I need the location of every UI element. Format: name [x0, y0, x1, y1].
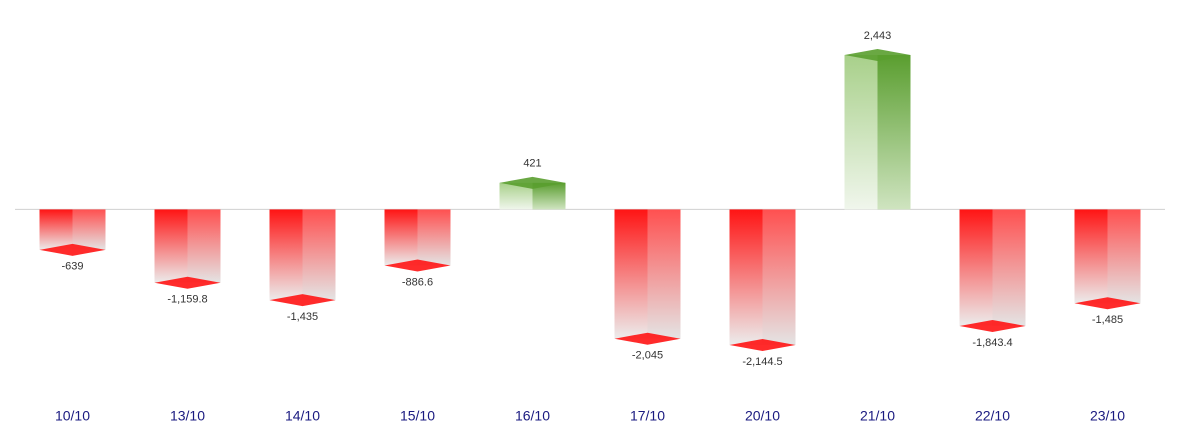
bar-right-face [992, 209, 1026, 326]
bar [39, 209, 106, 256]
bar-cap [39, 243, 106, 256]
value-label: -639 [61, 261, 83, 273]
x-tick-label: 23/10 [1090, 408, 1125, 424]
value-label: -2,045 [632, 350, 663, 362]
bar [959, 209, 1026, 332]
x-tick-label: 20/10 [745, 408, 780, 424]
bar [154, 209, 221, 289]
bar-cap [729, 339, 796, 351]
value-label: -2,144.5 [742, 356, 782, 368]
value-label: -1,843.4 [972, 337, 1012, 349]
bar-cap [384, 259, 451, 272]
bar-left-face [844, 55, 878, 210]
bar-cap [499, 176, 566, 189]
bar-left-face [959, 209, 993, 326]
x-tick-label: 17/10 [630, 408, 665, 424]
bar-left-face [1074, 209, 1108, 304]
bar [384, 209, 451, 272]
value-label: -1,485 [1092, 314, 1123, 326]
bar-left-face [154, 209, 188, 283]
x-tick-label: 16/10 [515, 408, 550, 424]
value-label: 421 [523, 158, 541, 170]
x-tick-label: 22/10 [975, 408, 1010, 424]
value-label: -1,159.8 [167, 294, 207, 306]
bar-cap [154, 276, 221, 289]
bar-left-face [614, 209, 648, 339]
bar-cap [844, 49, 911, 61]
bar [1074, 209, 1141, 310]
x-tick-label: 15/10 [400, 408, 435, 424]
bar-right-face [762, 209, 796, 345]
x-tick-label: 10/10 [55, 408, 90, 424]
bar [499, 176, 566, 210]
x-tick-label: 13/10 [170, 408, 205, 424]
bar-right-face [417, 209, 451, 266]
bar-right-face [877, 55, 911, 210]
bar-cap [959, 319, 1026, 332]
bar-right-face [302, 209, 336, 301]
bar-right-face [72, 209, 106, 250]
bar [614, 209, 681, 345]
bar-right-face [1107, 209, 1141, 304]
value-label: -886.6 [402, 276, 433, 288]
bar-cap [614, 332, 681, 345]
bar [729, 209, 796, 351]
bar [844, 49, 911, 210]
bar-cap [269, 294, 336, 307]
bar [269, 209, 336, 307]
bar-left-face [729, 209, 763, 345]
bar-cap [1074, 297, 1141, 310]
bar-left-face [269, 209, 303, 301]
x-tick-label: 14/10 [285, 408, 320, 424]
value-label: -1,435 [287, 311, 318, 323]
value-label: 2,443 [864, 30, 892, 42]
bar-left-face [39, 209, 73, 250]
bar-left-face [384, 209, 418, 266]
bar-right-face [187, 209, 221, 283]
x-tick-label: 21/10 [860, 408, 895, 424]
bar-right-face [647, 209, 681, 339]
